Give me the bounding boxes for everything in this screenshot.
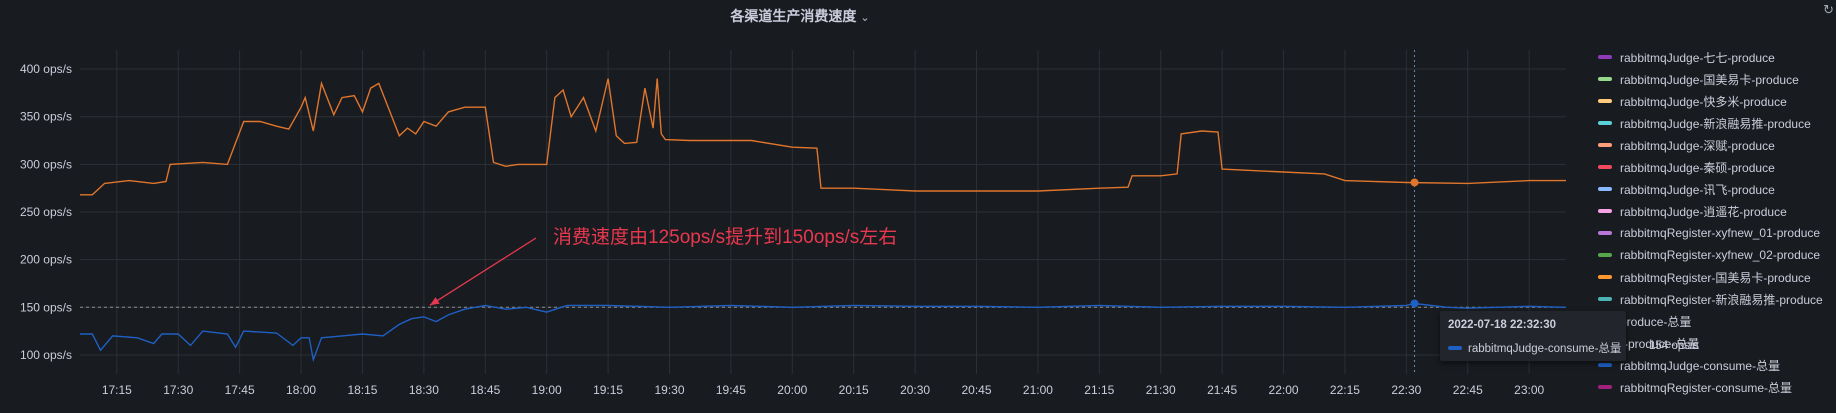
x-tick-label: 21:00 xyxy=(1023,383,1053,397)
x-tick-label: 18:30 xyxy=(409,383,439,397)
series-line xyxy=(80,78,1566,196)
legend-item[interactable]: rabbitmqJudge-快多米-produce xyxy=(1598,90,1834,112)
y-tick-label: 300 ops/s xyxy=(20,157,72,171)
legend-label: rabbitmqRegister-consume-总量 xyxy=(1620,380,1793,395)
legend-swatch xyxy=(1598,143,1612,147)
x-tick-label: 20:45 xyxy=(961,383,991,397)
legend-item[interactable]: rabbitmqJudge-逍遥花-produce xyxy=(1598,200,1834,222)
x-tick-label: 21:30 xyxy=(1146,383,1176,397)
tooltip-row: rabbitmqJudge-consume-总量 xyxy=(1448,340,1621,356)
legend-item[interactable]: rabbitmqRegister-xyfnew_02-produce xyxy=(1598,244,1834,266)
x-tick-label: 19:45 xyxy=(716,383,746,397)
legend-label: rabbitmqRegister-xyfnew_02-produce xyxy=(1620,248,1821,262)
legend-label: rabbitmqJudge-consume-总量 xyxy=(1620,358,1781,373)
legend-item[interactable]: rabbitmqJudge-深赋-produce xyxy=(1598,134,1834,156)
x-tick-label: 21:15 xyxy=(1084,383,1114,397)
panel-title-text: 各渠道生产消费速度 xyxy=(730,8,857,24)
legend-item[interactable]: rabbitmqJudge-七七-produce xyxy=(1598,46,1834,68)
legend-item[interactable]: produce-总量 xyxy=(1598,310,1834,332)
hover-point xyxy=(1410,178,1419,187)
legend-label: rabbitmqJudge-逍遥花-produce xyxy=(1620,204,1787,219)
legend-swatch xyxy=(1598,363,1612,367)
refresh-icon[interactable]: ↻ xyxy=(1823,2,1834,17)
x-tick-label: 18:00 xyxy=(286,383,316,397)
legend-swatch xyxy=(1598,55,1612,59)
x-tick-label: 19:00 xyxy=(532,383,562,397)
x-tick-label: 20:15 xyxy=(839,383,869,397)
legend-label: rabbitmqRegister-xyfnew_01-produce xyxy=(1620,226,1821,240)
tooltip-time: 2022-07-18 22:32:30 xyxy=(1448,319,1557,331)
x-tick-label: 18:15 xyxy=(347,383,377,397)
legend-item[interactable]: rabbitmqRegister-consume-总量 xyxy=(1598,376,1834,398)
legend-swatch xyxy=(1598,385,1612,389)
x-tick-label: 18:45 xyxy=(470,383,500,397)
legend-label: rabbitmqRegister-国美易卡-produce xyxy=(1620,270,1811,285)
legend-label: rabbitmqJudge-秦硕-produce xyxy=(1620,160,1775,175)
y-tick-label: 400 ops/s xyxy=(20,62,72,76)
legend-item[interactable]: rabbitmqRegister-国美易卡-produce xyxy=(1598,266,1834,288)
legend-item[interactable]: r-produce-总量 xyxy=(1598,332,1834,354)
legend-label: rabbitmqJudge-深赋-produce xyxy=(1620,138,1775,153)
legend-swatch xyxy=(1598,231,1612,235)
legend-item[interactable]: rabbitmqJudge-新浪融易推-produce xyxy=(1598,112,1834,134)
legend-label: r-produce-总量 xyxy=(1620,336,1700,351)
legend: rabbitmqJudge-七七-produce rabbitmqJudge-国美… xyxy=(1598,46,1834,398)
x-tick-label: 21:45 xyxy=(1207,383,1237,397)
legend-label: rabbitmqJudge-新浪融易推-produce xyxy=(1620,116,1811,131)
x-tick-label: 20:00 xyxy=(777,383,807,397)
legend-label: produce-总量 xyxy=(1620,314,1692,329)
panel-title[interactable]: 各渠道生产消费速度 ⌄ xyxy=(0,6,1600,26)
legend-item[interactable]: rabbitmqRegister-xyfnew_01-produce xyxy=(1598,222,1834,244)
series-line xyxy=(80,302,1567,363)
tooltip: 2022-07-18 22:32:30 rabbitmqJudge-consum… xyxy=(1440,311,1626,361)
tooltip-value: 154 ops/s xyxy=(1649,340,1699,352)
legend-swatch xyxy=(1598,77,1612,81)
legend-label: rabbitmqJudge-七七-produce xyxy=(1620,50,1775,65)
chevron-down-icon[interactable]: ⌄ xyxy=(860,12,870,24)
legend-swatch xyxy=(1598,187,1612,191)
x-tick-label: 20:30 xyxy=(900,383,930,397)
legend-item[interactable]: rabbitmqJudge-国美易卡-produce xyxy=(1598,68,1834,90)
legend-swatch xyxy=(1598,165,1612,169)
legend-swatch xyxy=(1598,297,1612,301)
y-tick-label: 100 ops/s xyxy=(20,348,72,362)
tooltip-swatch xyxy=(1448,346,1462,350)
y-tick-label: 350 ops/s xyxy=(20,110,72,124)
legend-item[interactable]: rabbitmqJudge-秦硕-produce xyxy=(1598,156,1834,178)
legend-item[interactable]: rabbitmqJudge-讯飞-produce xyxy=(1598,178,1834,200)
x-tick-label: 17:15 xyxy=(102,383,132,397)
legend-item[interactable]: rabbitmqJudge-consume-总量 xyxy=(1598,354,1834,376)
legend-label: rabbitmqJudge-快多米-produce xyxy=(1620,94,1787,109)
y-tick-label: 150 ops/s xyxy=(20,300,72,314)
x-tick-label: 23:00 xyxy=(1514,383,1544,397)
x-tick-label: 22:15 xyxy=(1330,383,1360,397)
legend-item[interactable]: rabbitmqRegister-新浪融易推-produce xyxy=(1598,288,1834,310)
x-tick-label: 19:30 xyxy=(654,383,684,397)
x-tick-label: 22:30 xyxy=(1391,383,1421,397)
legend-swatch xyxy=(1598,121,1612,125)
x-tick-label: 22:00 xyxy=(1269,383,1299,397)
legend-swatch xyxy=(1598,253,1612,257)
legend-swatch xyxy=(1598,209,1612,213)
x-tick-label: 19:15 xyxy=(593,383,623,397)
legend-label: rabbitmqJudge-讯飞-produce xyxy=(1620,182,1775,197)
x-tick-label: 17:30 xyxy=(163,383,193,397)
annotation-text: 消费速度由125ops/s提升到150ops/s左右 xyxy=(553,227,898,248)
y-tick-label: 250 ops/s xyxy=(20,205,72,219)
legend-swatch xyxy=(1598,275,1612,279)
tooltip-series: rabbitmqJudge-consume-总量 xyxy=(1468,343,1622,355)
y-tick-label: 200 ops/s xyxy=(20,253,72,267)
legend-label: rabbitmqRegister-新浪融易推-produce xyxy=(1620,292,1823,307)
legend-label: rabbitmqJudge-国美易卡-produce xyxy=(1620,72,1799,87)
hover-point xyxy=(1410,299,1419,308)
annotation-arrowhead xyxy=(429,297,440,306)
annotation-arrow xyxy=(429,237,537,306)
x-tick-label: 17:45 xyxy=(225,383,255,397)
x-tick-label: 22:45 xyxy=(1453,383,1483,397)
legend-swatch xyxy=(1598,99,1612,103)
